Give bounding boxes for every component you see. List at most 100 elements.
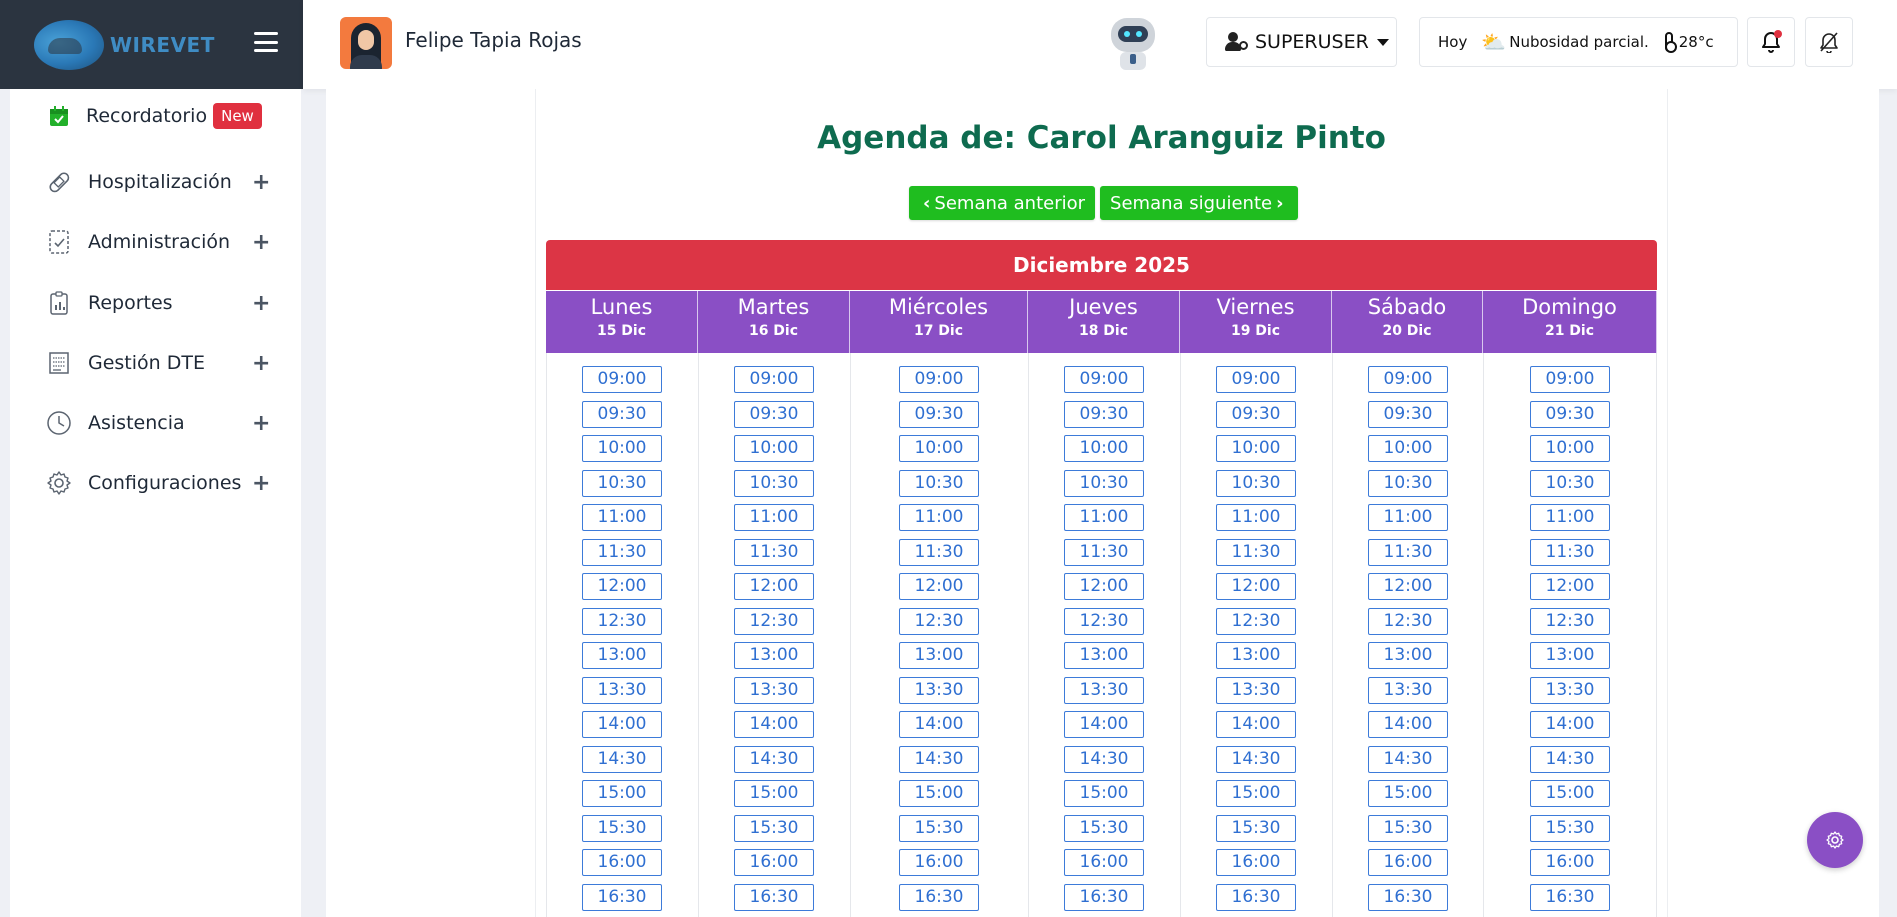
expand-plus-icon[interactable]: + bbox=[252, 410, 271, 436]
time-slot-button[interactable]: 10:30 bbox=[1368, 470, 1448, 497]
time-slot-button[interactable]: 14:30 bbox=[899, 746, 979, 773]
time-slot-button[interactable]: 13:30 bbox=[1530, 677, 1610, 704]
time-slot-button[interactable]: 15:30 bbox=[582, 815, 662, 842]
time-slot-button[interactable]: 09:30 bbox=[1530, 401, 1610, 428]
time-slot-button[interactable]: 16:00 bbox=[1216, 849, 1296, 876]
time-slot-button[interactable]: 10:30 bbox=[734, 470, 814, 497]
time-slot-button[interactable]: 14:30 bbox=[582, 746, 662, 773]
expand-plus-icon[interactable]: + bbox=[252, 169, 271, 195]
time-slot-button[interactable]: 14:00 bbox=[899, 711, 979, 738]
time-slot-button[interactable]: 10:00 bbox=[582, 435, 662, 462]
time-slot-button[interactable]: 14:30 bbox=[734, 746, 814, 773]
time-slot-button[interactable]: 09:00 bbox=[899, 366, 979, 393]
sidebar-item-recordatorio[interactable]: Recordatorio New bbox=[46, 103, 262, 129]
time-slot-button[interactable]: 15:00 bbox=[899, 780, 979, 807]
time-slot-button[interactable]: 09:00 bbox=[1216, 366, 1296, 393]
time-slot-button[interactable]: 12:00 bbox=[1216, 573, 1296, 600]
time-slot-button[interactable]: 12:00 bbox=[734, 573, 814, 600]
time-slot-button[interactable]: 11:30 bbox=[734, 539, 814, 566]
time-slot-button[interactable]: 15:30 bbox=[1216, 815, 1296, 842]
time-slot-button[interactable]: 15:30 bbox=[734, 815, 814, 842]
time-slot-button[interactable]: 16:00 bbox=[734, 849, 814, 876]
time-slot-button[interactable]: 09:30 bbox=[1368, 401, 1448, 428]
time-slot-button[interactable]: 10:30 bbox=[1064, 470, 1144, 497]
time-slot-button[interactable]: 13:00 bbox=[1530, 642, 1610, 669]
time-slot-button[interactable]: 10:30 bbox=[1216, 470, 1296, 497]
next-week-button[interactable]: Semana siguiente › bbox=[1100, 186, 1298, 220]
time-slot-button[interactable]: 09:00 bbox=[1064, 366, 1144, 393]
sidebar-item-reportes[interactable]: Reportes + bbox=[46, 290, 270, 316]
time-slot-button[interactable]: 13:00 bbox=[582, 642, 662, 669]
time-slot-button[interactable]: 12:00 bbox=[582, 573, 662, 600]
time-slot-button[interactable]: 16:30 bbox=[582, 884, 662, 911]
settings-fab-button[interactable] bbox=[1807, 812, 1863, 868]
expand-plus-icon[interactable]: + bbox=[252, 290, 271, 316]
time-slot-button[interactable]: 14:30 bbox=[1064, 746, 1144, 773]
assistant-robot-icon[interactable] bbox=[1106, 14, 1160, 76]
time-slot-button[interactable]: 15:30 bbox=[1368, 815, 1448, 842]
time-slot-button[interactable]: 10:00 bbox=[1368, 435, 1448, 462]
menu-toggle-icon[interactable] bbox=[254, 32, 278, 52]
time-slot-button[interactable]: 10:00 bbox=[1530, 435, 1610, 462]
time-slot-button[interactable]: 10:30 bbox=[899, 470, 979, 497]
time-slot-button[interactable]: 09:30 bbox=[1216, 401, 1296, 428]
time-slot-button[interactable]: 09:30 bbox=[582, 401, 662, 428]
time-slot-button[interactable]: 16:00 bbox=[1530, 849, 1610, 876]
time-slot-button[interactable]: 14:00 bbox=[734, 711, 814, 738]
time-slot-button[interactable]: 15:30 bbox=[1064, 815, 1144, 842]
time-slot-button[interactable]: 15:00 bbox=[1064, 780, 1144, 807]
time-slot-button[interactable]: 16:00 bbox=[899, 849, 979, 876]
time-slot-button[interactable]: 11:00 bbox=[1368, 504, 1448, 531]
time-slot-button[interactable]: 11:00 bbox=[1216, 504, 1296, 531]
time-slot-button[interactable]: 10:00 bbox=[1064, 435, 1144, 462]
time-slot-button[interactable]: 11:00 bbox=[1064, 504, 1144, 531]
time-slot-button[interactable]: 11:30 bbox=[1368, 539, 1448, 566]
sidebar-item-administracion[interactable]: Administración + bbox=[46, 229, 270, 255]
time-slot-button[interactable]: 09:00 bbox=[582, 366, 662, 393]
time-slot-button[interactable]: 14:30 bbox=[1216, 746, 1296, 773]
time-slot-button[interactable]: 14:30 bbox=[1368, 746, 1448, 773]
time-slot-button[interactable]: 13:00 bbox=[899, 642, 979, 669]
time-slot-button[interactable]: 15:00 bbox=[1216, 780, 1296, 807]
time-slot-button[interactable]: 09:00 bbox=[734, 366, 814, 393]
time-slot-button[interactable]: 11:30 bbox=[582, 539, 662, 566]
time-slot-button[interactable]: 09:00 bbox=[1368, 366, 1448, 393]
time-slot-button[interactable]: 14:00 bbox=[1368, 711, 1448, 738]
time-slot-button[interactable]: 10:30 bbox=[582, 470, 662, 497]
time-slot-button[interactable]: 13:30 bbox=[899, 677, 979, 704]
time-slot-button[interactable]: 11:00 bbox=[1530, 504, 1610, 531]
time-slot-button[interactable]: 12:30 bbox=[734, 608, 814, 635]
expand-plus-icon[interactable]: + bbox=[252, 350, 271, 376]
time-slot-button[interactable]: 13:30 bbox=[1368, 677, 1448, 704]
time-slot-button[interactable]: 13:00 bbox=[1368, 642, 1448, 669]
time-slot-button[interactable]: 13:30 bbox=[1064, 677, 1144, 704]
time-slot-button[interactable]: 14:30 bbox=[1530, 746, 1610, 773]
time-slot-button[interactable]: 13:00 bbox=[1216, 642, 1296, 669]
expand-plus-icon[interactable]: + bbox=[252, 470, 271, 496]
time-slot-button[interactable]: 15:30 bbox=[899, 815, 979, 842]
time-slot-button[interactable]: 10:30 bbox=[1530, 470, 1610, 497]
time-slot-button[interactable]: 11:00 bbox=[582, 504, 662, 531]
time-slot-button[interactable]: 16:30 bbox=[1064, 884, 1144, 911]
time-slot-button[interactable]: 10:00 bbox=[899, 435, 979, 462]
time-slot-button[interactable]: 13:00 bbox=[734, 642, 814, 669]
time-slot-button[interactable]: 12:00 bbox=[1064, 573, 1144, 600]
time-slot-button[interactable]: 16:00 bbox=[582, 849, 662, 876]
sidebar-item-configuraciones[interactable]: Configuraciones + bbox=[46, 470, 270, 496]
sidebar-item-asistencia[interactable]: Asistencia + bbox=[46, 410, 270, 436]
time-slot-button[interactable]: 14:00 bbox=[1216, 711, 1296, 738]
avatar[interactable] bbox=[340, 17, 392, 69]
time-slot-button[interactable]: 12:30 bbox=[1368, 608, 1448, 635]
time-slot-button[interactable]: 10:00 bbox=[734, 435, 814, 462]
time-slot-button[interactable]: 16:30 bbox=[1216, 884, 1296, 911]
time-slot-button[interactable]: 12:00 bbox=[1368, 573, 1448, 600]
time-slot-button[interactable]: 09:30 bbox=[1064, 401, 1144, 428]
time-slot-button[interactable]: 12:00 bbox=[1530, 573, 1610, 600]
time-slot-button[interactable]: 16:30 bbox=[899, 884, 979, 911]
time-slot-button[interactable]: 12:00 bbox=[899, 573, 979, 600]
time-slot-button[interactable]: 11:30 bbox=[1216, 539, 1296, 566]
time-slot-button[interactable]: 11:00 bbox=[734, 504, 814, 531]
time-slot-button[interactable]: 13:30 bbox=[582, 677, 662, 704]
time-slot-button[interactable]: 12:30 bbox=[899, 608, 979, 635]
time-slot-button[interactable]: 16:00 bbox=[1368, 849, 1448, 876]
